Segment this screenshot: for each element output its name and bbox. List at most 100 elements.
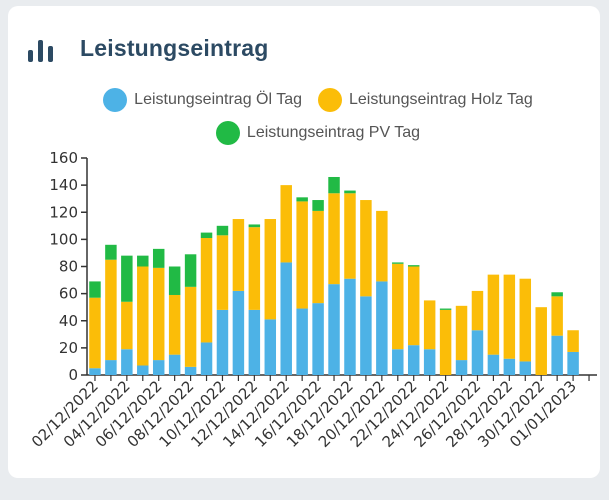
bar-holz <box>89 297 101 369</box>
bar-holz <box>216 235 229 310</box>
bar-oel <box>264 319 277 375</box>
y-tick-label: 120 <box>49 203 78 221</box>
bar-pv <box>248 224 261 228</box>
bar-holz <box>455 305 468 361</box>
bar-holz <box>184 286 197 367</box>
bar-oel <box>344 278 356 375</box>
bar-holz <box>423 300 436 350</box>
legend-label-oel: Leistungseintrag Öl Tag <box>134 91 302 108</box>
bar-holz <box>105 259 117 361</box>
bar-pv <box>121 255 133 302</box>
y-tick-label: 140 <box>49 176 78 194</box>
legend-dot-pv <box>215 121 240 145</box>
bar-holz <box>200 238 213 343</box>
bar-holz <box>535 307 547 375</box>
bar-holz <box>137 266 149 366</box>
bar-holz <box>407 266 420 346</box>
bar-oel <box>328 284 340 375</box>
bar-pv <box>328 176 340 194</box>
bar-oel <box>407 345 420 375</box>
bar-holz <box>312 210 324 304</box>
bar-holz <box>121 301 133 350</box>
bar-holz <box>280 185 292 263</box>
bar-oel <box>392 349 404 375</box>
legend-row-1: Leistungseintrag Öl Tag Leistungseintrag… <box>68 88 568 112</box>
legend-label-pv: Leistungseintrag PV Tag <box>246 124 421 141</box>
bar-pv <box>137 255 149 267</box>
legend-dot-holz <box>317 88 342 112</box>
y-tick-label: 40 <box>59 312 78 330</box>
bar-oel <box>551 335 563 375</box>
bar-holz <box>392 263 404 350</box>
bar-oel <box>567 351 579 375</box>
bar-holz <box>152 267 165 361</box>
bar-oel <box>376 281 388 375</box>
bar-pv <box>184 254 197 287</box>
bar-holz <box>328 193 340 285</box>
y-tick-label: 20 <box>59 339 78 357</box>
bar-holz <box>471 290 484 331</box>
bar-holz <box>296 201 308 309</box>
bar-pv <box>89 281 101 298</box>
bar-chart-icon <box>28 34 58 62</box>
bar-pv <box>296 197 308 202</box>
bar-holz <box>248 227 261 310</box>
bar-holz <box>168 294 181 355</box>
bar-pv <box>392 262 404 264</box>
bar-oel <box>200 342 213 375</box>
bar-oel <box>89 368 101 375</box>
bar-oel <box>280 262 292 375</box>
bar-oel <box>168 354 181 375</box>
bar-oel <box>232 290 245 375</box>
bar-oel <box>137 365 149 375</box>
bar-pv <box>216 225 229 236</box>
legend-item-holz[interactable]: Leistungseintrag Holz Tag <box>317 88 533 112</box>
page-title: Leistungseintrag <box>80 34 269 61</box>
bar-pv <box>200 232 213 239</box>
bar-oel <box>423 349 436 375</box>
y-tick-label: 160 <box>49 149 78 167</box>
legend-item-pv[interactable]: Leistungseintrag PV Tag <box>215 121 421 145</box>
y-tick-label: 80 <box>59 258 78 276</box>
bar-oel <box>455 360 468 375</box>
bar-pv <box>551 292 563 297</box>
legend-item-oel[interactable]: Leistungseintrag Öl Tag <box>103 88 302 112</box>
bar-oel <box>121 349 133 375</box>
y-tick-label: 0 <box>68 366 78 384</box>
bar-pv <box>168 266 181 295</box>
bar-holz <box>439 309 452 375</box>
chart-card: Leistungseintrag Leistungseintrag Öl Tag… <box>8 6 600 478</box>
bar-holz <box>344 193 356 279</box>
bar-holz <box>551 296 563 336</box>
y-tick-label: 60 <box>59 285 78 303</box>
bar-oel <box>312 303 324 375</box>
legend-dot-oel <box>103 88 128 112</box>
card-header: Leistungseintrag <box>28 34 269 62</box>
bar-oel <box>296 308 308 375</box>
bar-pv <box>344 190 356 194</box>
bar-pv <box>105 244 117 260</box>
bar-pv <box>152 248 165 268</box>
bar-holz <box>232 219 245 291</box>
bar-oel <box>487 354 500 375</box>
y-tick-label: 100 <box>49 230 78 248</box>
bar-holz <box>264 219 277 320</box>
bar-holz <box>376 210 388 282</box>
bar-oel <box>248 309 261 375</box>
bar-oel <box>360 296 372 375</box>
bar-oel <box>152 360 165 375</box>
bar-holz <box>360 200 372 297</box>
bar-pv <box>407 265 420 267</box>
bar-oel <box>471 330 484 375</box>
bar-oel <box>184 366 197 375</box>
stacked-bar-chart: 02040608010012014016002/12/202204/12/202… <box>28 149 597 451</box>
bar-pv <box>439 308 452 310</box>
bar-pv <box>312 200 324 211</box>
bar-oel <box>503 358 516 375</box>
bar-holz <box>567 330 579 352</box>
bar-oel <box>519 361 532 375</box>
legend-row-2: Leistungseintrag PV Tag <box>68 121 568 145</box>
bar-holz <box>487 274 500 355</box>
bar-oel <box>105 360 117 375</box>
bar-oel <box>216 309 229 375</box>
